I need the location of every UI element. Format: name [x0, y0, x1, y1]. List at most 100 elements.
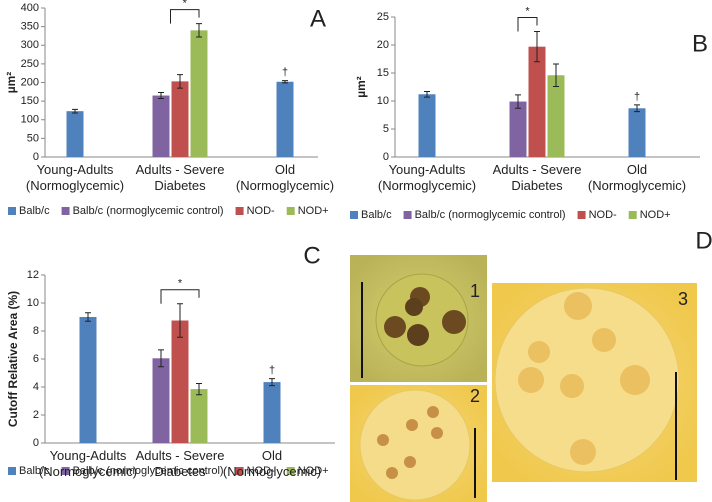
legend-swatch [403, 211, 412, 219]
x-tick-label: Old (Normoglycemic) [587, 162, 687, 193]
error-bar [269, 378, 275, 387]
error-bar [85, 312, 91, 322]
legend-swatch [577, 211, 586, 219]
error-bar [424, 90, 430, 98]
legend-label: NOD+ [298, 465, 329, 477]
legend-swatch [61, 207, 70, 215]
annotation: † [269, 365, 275, 377]
y-tick-label: 200 [21, 76, 39, 88]
cell [386, 467, 398, 479]
panel-label: A [310, 5, 326, 32]
legend-label: NOD- [247, 465, 275, 477]
cell [592, 328, 616, 352]
legend-label: Balb/c (normoglycemic control) [415, 209, 566, 221]
bar [418, 94, 436, 157]
bar [171, 320, 189, 443]
legend-label: Balb/c (normoglycemic control) [73, 205, 224, 217]
cell [407, 324, 429, 346]
bar [79, 317, 97, 443]
y-tick-label: 250 [21, 58, 39, 70]
legend-swatch [8, 207, 16, 215]
y-tick-label: 6 [33, 353, 39, 365]
cell [570, 439, 596, 465]
annotation: * [525, 5, 530, 17]
bar [152, 358, 170, 443]
bar [263, 382, 281, 443]
cell [528, 341, 550, 363]
cell [405, 298, 423, 316]
error-bar [72, 108, 78, 114]
cell [427, 406, 439, 418]
y-tick-label: 25 [377, 11, 389, 23]
cell [564, 292, 592, 320]
legend-label: Balb/c [19, 205, 50, 217]
x-tick-label: Old (Normoglycemic) [222, 448, 322, 479]
y-tick-label: 0 [383, 151, 389, 163]
annotation: * [183, 0, 188, 10]
x-tick-label: Adults - Severe Diabetes [135, 162, 225, 193]
x-tick-label: Adults - Severe Diabetes [492, 162, 582, 193]
y-tick-label: 20 [377, 39, 389, 51]
legend-swatch [61, 467, 70, 475]
image-label: 1 [470, 281, 480, 301]
panel-label: C [303, 242, 320, 269]
bar [547, 75, 565, 157]
x-tick-label: Young-Adults (Normoglycemic) [377, 162, 477, 193]
y-tick-label: 4 [33, 381, 39, 393]
legend-swatch [628, 211, 637, 219]
cell [404, 456, 416, 468]
islet [494, 287, 680, 473]
legend-swatch [286, 207, 295, 215]
bar [628, 108, 646, 157]
image-label: 3 [678, 289, 688, 309]
y-axis-label: Cutoff Relative Area (%) [6, 291, 20, 427]
panel-label: B [692, 30, 708, 57]
legend-label: Balb/c [361, 209, 392, 221]
error-bar [158, 349, 164, 368]
cell [406, 419, 418, 431]
annotation: † [282, 67, 288, 79]
legend-label: Balb/c [19, 465, 50, 477]
legend-swatch [350, 211, 358, 219]
bar [190, 389, 208, 443]
cell [560, 374, 584, 398]
significance-bracket [160, 289, 200, 304]
bar [509, 101, 527, 157]
islet [359, 389, 471, 501]
y-tick-label: 8 [33, 325, 39, 337]
y-tick-label: 100 [21, 114, 39, 126]
legend-swatch [235, 467, 244, 475]
error-bar [282, 80, 288, 84]
cell [431, 427, 443, 439]
significance-bracket [517, 17, 538, 32]
y-tick-label: 2 [33, 409, 39, 421]
y-tick-label: 5 [383, 123, 389, 135]
legend-label: NOD- [247, 205, 275, 217]
legend-swatch [8, 467, 16, 475]
x-tick-label: Adults - Severe Diabetes [135, 448, 225, 479]
y-tick-label: 350 [21, 21, 39, 33]
image-label: 2 [470, 386, 480, 406]
bar [190, 30, 208, 158]
annotation: * [178, 278, 183, 290]
cell [384, 316, 406, 338]
y-tick-label: 400 [21, 2, 39, 14]
y-tick-label: 0 [33, 437, 39, 449]
error-bar [515, 94, 521, 109]
bar [152, 95, 170, 157]
annotation: † [634, 91, 640, 103]
error-bar [177, 74, 183, 89]
y-tick-label: 10 [27, 297, 39, 309]
bar [171, 81, 189, 157]
error-bar [553, 63, 559, 87]
error-bar [196, 23, 202, 38]
y-axis-label: µm² [4, 72, 18, 94]
bar [66, 111, 84, 157]
legend-label: NOD- [589, 209, 617, 221]
x-tick-label: Young-Adults (Normoglycemic) [25, 162, 125, 193]
cell [620, 365, 650, 395]
cell [377, 434, 389, 446]
islet [375, 273, 469, 367]
